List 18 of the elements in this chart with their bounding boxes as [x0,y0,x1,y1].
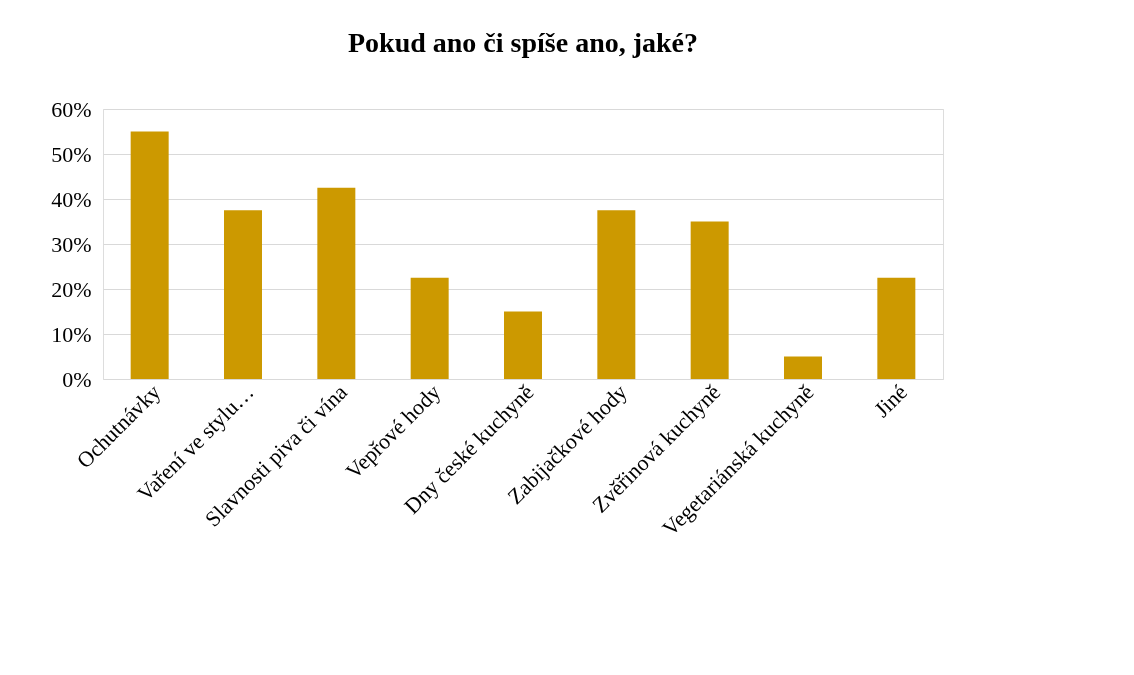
y-tick-label: 0% [62,366,92,392]
y-tick-label: 20% [51,276,92,302]
y-tick-label: 50% [51,141,92,167]
bar [877,277,916,379]
bar [597,210,636,379]
bar [317,187,356,379]
y-tick-label: 30% [51,231,92,257]
y-tick-label: 60% [51,96,92,122]
bar [784,356,822,379]
bar [504,311,542,379]
x-tick-label: Jiné [869,379,912,423]
bar [130,131,169,379]
y-tick-label: 10% [51,321,92,347]
bar [224,210,262,379]
y-tick-label: 40% [51,186,92,212]
bar [690,221,729,379]
bar [410,277,449,379]
chart-title: Pokud ano či spíše ano, jaké? [347,27,699,58]
